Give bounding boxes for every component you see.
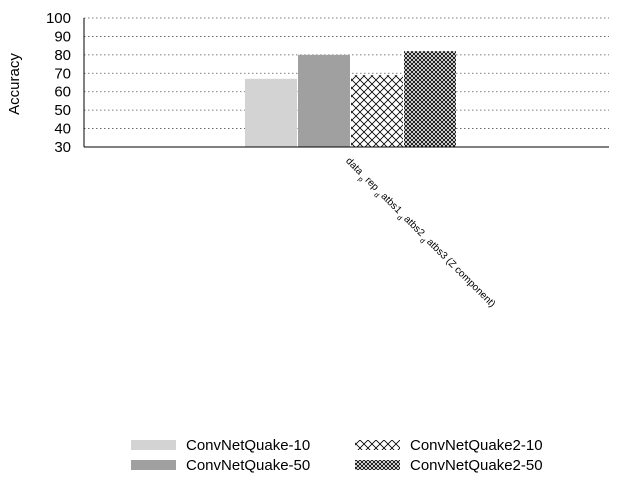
y-tick-label: 40 (54, 121, 71, 138)
legend-label: ConvNetQuake-50 (186, 457, 310, 474)
legend-swatch (131, 460, 176, 470)
y-tick-label: 50 (54, 102, 71, 119)
y-tick-label: 90 (54, 28, 71, 45)
bar (245, 78, 297, 147)
axes (83, 18, 609, 148)
legend-label: ConvNetQuake2-10 (410, 437, 543, 454)
legend-label: ConvNetQuake2-50 (410, 457, 543, 474)
legend-swatch (131, 440, 176, 450)
bar (404, 51, 456, 147)
bar (351, 75, 403, 147)
y-tick-label: 80 (54, 47, 71, 64)
y-tick-label: 100 (46, 10, 71, 27)
y-tick-label: 70 (54, 65, 71, 82)
bar (298, 54, 350, 147)
y-axis-title: Accuracy (6, 53, 23, 115)
category-labels: dataprepdatbs1datbs2datbs3 (Z component) (342, 156, 498, 312)
legend: ConvNetQuake-10 ConvNetQuake-50 ConvNetQua… (131, 437, 543, 474)
gridlines (84, 17, 609, 129)
y-tick-label: 30 (54, 139, 71, 156)
y-tick-label: 60 (54, 84, 71, 101)
legend-swatch (355, 440, 400, 450)
category-label: dataprepdatbs1datbs2datbs3 (Z component) (342, 156, 498, 312)
legend-label: ConvNetQuake-10 (186, 437, 310, 454)
bars (245, 51, 456, 147)
legend-swatch (355, 460, 400, 470)
